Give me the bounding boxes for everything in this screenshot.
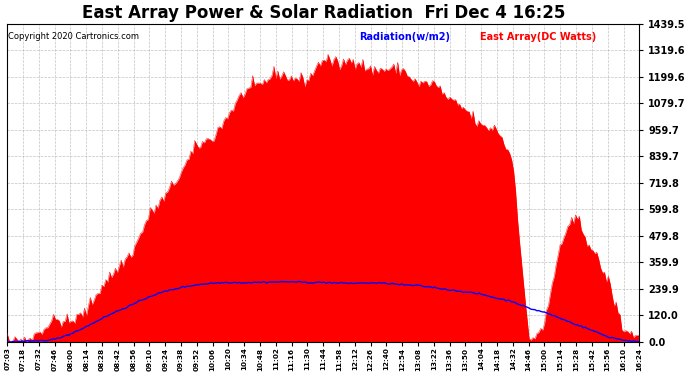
Title: East Array Power & Solar Radiation  Fri Dec 4 16:25: East Array Power & Solar Radiation Fri D… xyxy=(81,4,565,22)
Text: East Array(DC Watts): East Array(DC Watts) xyxy=(480,32,595,42)
Text: Radiation(w/m2): Radiation(w/m2) xyxy=(359,32,450,42)
Text: Copyright 2020 Cartronics.com: Copyright 2020 Cartronics.com xyxy=(8,32,139,41)
